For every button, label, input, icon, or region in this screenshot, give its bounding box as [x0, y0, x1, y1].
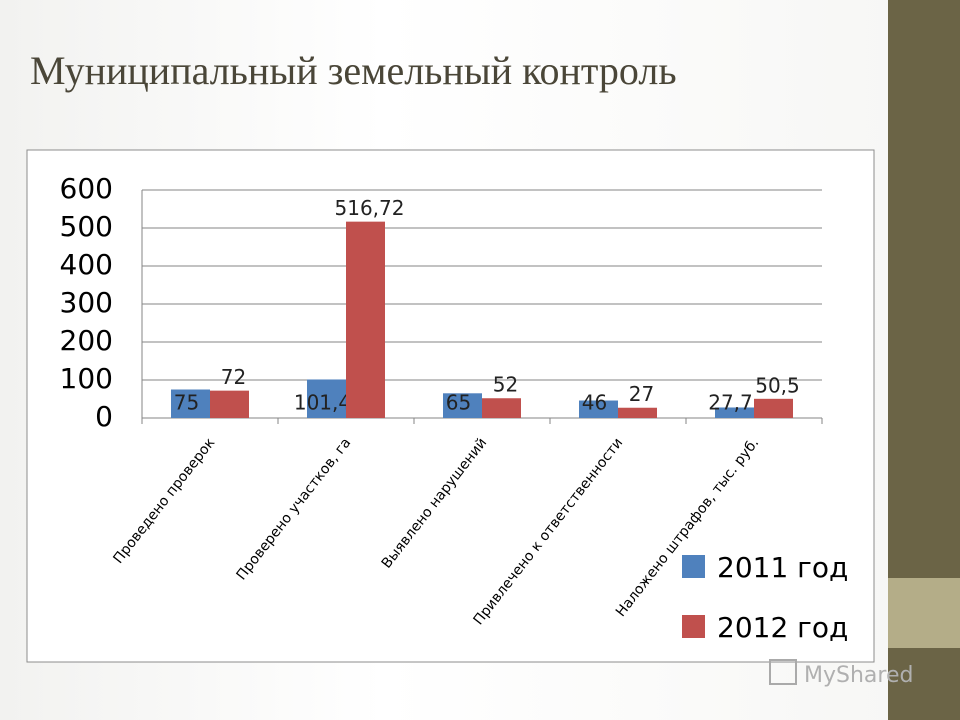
bar [307, 379, 346, 418]
legend-swatch [682, 555, 705, 578]
y-tick-label: 400 [60, 248, 113, 281]
y-tick-label: 200 [60, 324, 113, 357]
y-tick-label: 500 [60, 210, 113, 243]
value-label: 72 [221, 365, 246, 389]
y-tick-label: 100 [60, 362, 113, 395]
y-tick-label: 0 [95, 400, 113, 433]
slide-title: Муниципальный земельный контроль [30, 48, 677, 93]
value-label: 27 [629, 382, 654, 406]
legend-swatch [682, 615, 705, 638]
value-label: 50,5 [755, 373, 800, 397]
bar [346, 221, 385, 418]
value-label: 75 [174, 391, 199, 415]
value-label: 46 [582, 391, 607, 415]
value-label: 516,72 [335, 196, 405, 220]
bar [210, 390, 249, 418]
bar [171, 389, 210, 418]
legend-label: 2011 год [717, 551, 848, 584]
value-label: 52 [493, 373, 518, 397]
value-label: 27,7 [708, 391, 753, 415]
bar [482, 398, 521, 418]
legend-label: 2012 год [717, 611, 848, 644]
bar [579, 400, 618, 418]
y-tick-label: 300 [60, 286, 113, 319]
value-label: 101,4 [294, 391, 351, 415]
watermark: MyShared [804, 663, 913, 688]
bar [618, 407, 657, 418]
bar [715, 407, 754, 418]
watermark-icon [769, 659, 797, 685]
value-label: 65 [446, 391, 471, 415]
side-band [888, 578, 960, 648]
bar [754, 398, 793, 418]
y-tick-label: 600 [60, 172, 113, 205]
bar [443, 393, 482, 418]
